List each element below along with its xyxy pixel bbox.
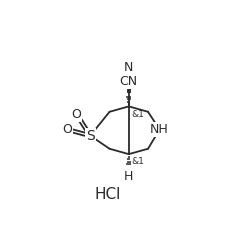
Text: NH: NH [150, 123, 169, 136]
Text: &1: &1 [131, 110, 144, 119]
Text: O: O [72, 108, 81, 121]
Text: H: H [124, 170, 133, 183]
Text: N: N [124, 61, 133, 74]
Text: &1: &1 [131, 157, 144, 166]
Text: O: O [62, 123, 72, 136]
Text: CN: CN [120, 75, 138, 88]
Text: HCl: HCl [94, 187, 120, 202]
Text: S: S [86, 129, 95, 143]
